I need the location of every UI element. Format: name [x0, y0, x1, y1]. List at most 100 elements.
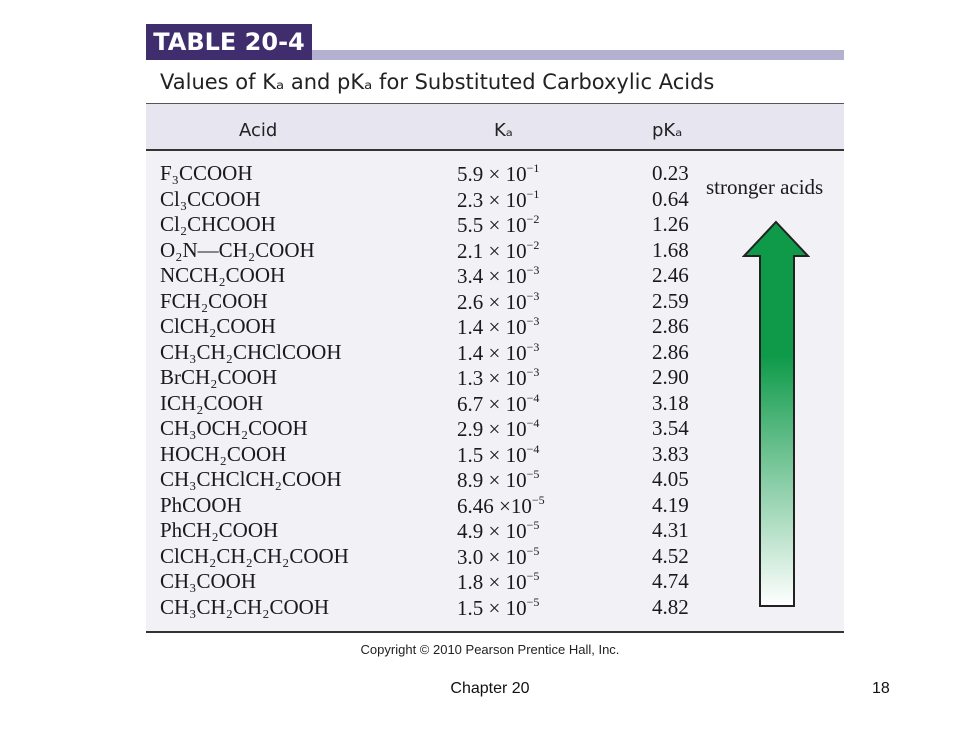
ka-cell: 3.4 × 10−3 [457, 263, 539, 289]
ka-cell: 5.5 × 10−2 [457, 212, 539, 238]
header-acid: Acid [239, 120, 278, 141]
ka-mantissa: 2.1 × 10 [457, 238, 527, 263]
ka-exponent: −5 [526, 594, 540, 609]
pka-cell: 4.74 [652, 569, 689, 593]
ka-mantissa: 4.9 × 10 [457, 519, 527, 543]
ka-cell: 1.4 × 10−3 [457, 314, 539, 340]
ka-mantissa: 8.9 × 10 [457, 468, 527, 492]
ka-exponent: −5 [531, 492, 545, 507]
ka-mantissa: 1.4 × 10 [457, 315, 527, 339]
table-row: ClCH₂COOH 1.4 × 10−3 2.86 [0, 314, 980, 340]
table-row: NCCH₂COOH 3.4 × 10−3 2.46 [0, 263, 980, 289]
ka-cell: 1.8 × 10−5 [457, 569, 539, 595]
acid-cell: CH₃CH₂CH₂COOH [160, 594, 329, 619]
header-band [146, 104, 844, 150]
ka-cell: 2.6 × 10−3 [457, 289, 539, 315]
table-row: BrCH₂COOH 1.3 × 10−3 2.90 [0, 365, 980, 391]
table-row: CH₃CH₂CHClCOOH 1.4 × 10−3 2.86 [0, 340, 980, 366]
acid-cell: CH₃COOH [160, 569, 256, 593]
table-row: CH₃CHClCH₂COOH 8.9 × 10−5 4.05 [0, 467, 980, 493]
table-row: Cl₂CHCOOH 5.5 × 10−2 1.26 [0, 212, 980, 238]
header-divider [146, 149, 844, 151]
tag-bar [312, 50, 844, 60]
acid-cell: CH₃OCH₂COOH [160, 416, 308, 440]
pka-cell: 0.64 [652, 186, 689, 211]
ka-mantissa: 1.4 × 10 [457, 340, 527, 365]
ka-mantissa: 3.4 × 10 [457, 264, 527, 288]
table-row: CH₃OCH₂COOH 2.9 × 10−4 3.54 [0, 416, 980, 442]
table-row: PhCOOH 6.46 ×10−5 4.19 [0, 493, 980, 519]
ka-exponent: −3 [526, 263, 540, 277]
ka-mantissa: 6.46 ×10 [457, 493, 532, 518]
ka-cell: 2.1 × 10−2 [457, 238, 539, 264]
ka-exponent: −5 [526, 543, 540, 558]
ka-cell: 4.9 × 10−5 [457, 518, 539, 544]
acid-cell: ClCH₂CH₂CH₂COOH [160, 543, 349, 568]
ka-cell: 1.5 × 10−4 [457, 442, 539, 468]
ka-cell: 6.46 ×10−5 [457, 493, 545, 519]
table-row: CH₃COOH 1.8 × 10−5 4.74 [0, 569, 980, 595]
table-row: FCH₂COOH 2.6 × 10−3 2.59 [0, 289, 980, 315]
acid-cell: NCCH₂COOH [160, 263, 286, 287]
ka-mantissa: 6.7 × 10 [457, 391, 527, 416]
ka-cell: 2.3 × 10−1 [457, 187, 539, 213]
acid-cell: FCH₂COOH [160, 288, 268, 313]
ka-cell: 8.9 × 10−5 [457, 467, 539, 493]
acid-cell: ICH₂COOH [160, 390, 263, 415]
page-number: 18 [872, 680, 890, 697]
stronger-acids-label: stronger acids [706, 175, 824, 199]
table-title: Values of Kₐ and pKₐ for Substituted Car… [160, 70, 715, 94]
pka-cell: 4.52 [652, 543, 689, 568]
acid-cell: ClCH₂COOH [160, 314, 276, 338]
ka-mantissa: 2.9 × 10 [457, 417, 527, 441]
ka-exponent: −1 [526, 161, 540, 175]
ka-exponent: −4 [526, 416, 540, 430]
header-ka: Kₐ [494, 120, 513, 141]
ka-cell: 1.4 × 10−3 [457, 340, 539, 366]
ka-cell: 3.0 × 10−5 [457, 544, 539, 570]
pka-cell: 3.83 [652, 441, 689, 466]
acid-cell: O₂N—CH₂COOH [160, 237, 315, 262]
ka-mantissa: 2.3 × 10 [457, 187, 527, 212]
pka-cell: 0.23 [652, 161, 689, 185]
pka-cell: 2.86 [652, 314, 689, 338]
ka-mantissa: 1.8 × 10 [457, 570, 527, 594]
table-body [146, 151, 844, 631]
table-row: O₂N—CH₂COOH 2.1 × 10−2 1.68 [0, 238, 980, 264]
arrow-up-icon [742, 220, 810, 607]
acid-cell: Cl₃CCOOH [160, 186, 261, 211]
ka-mantissa: 1.5 × 10 [457, 442, 527, 467]
ka-exponent: −5 [526, 569, 540, 583]
table-row: Cl₃CCOOH 2.3 × 10−1 0.64 [0, 187, 980, 213]
table-row: CH₃CH₂CH₂COOH 1.5 × 10−5 4.82 [0, 595, 980, 621]
ka-mantissa: 3.0 × 10 [457, 544, 527, 569]
ka-cell: 2.9 × 10−4 [457, 416, 539, 442]
pka-cell: 4.05 [652, 467, 689, 491]
ka-mantissa: 5.5 × 10 [457, 213, 527, 237]
ka-exponent: −2 [526, 237, 540, 252]
header-pka: pKₐ [652, 120, 683, 141]
ka-exponent: −4 [526, 441, 540, 456]
table-row: F₃CCOOH 5.9 × 10−1 0.23 [0, 161, 980, 187]
pka-cell: 4.19 [652, 492, 689, 517]
ka-mantissa: 1.5 × 10 [457, 595, 527, 620]
ka-exponent: −3 [526, 314, 540, 328]
acid-cell: BrCH₂COOH [160, 365, 277, 389]
acid-cell: CH₃CHClCH₂COOH [160, 467, 342, 491]
ka-cell: 5.9 × 10−1 [457, 161, 539, 187]
table-tag: TABLE 20-4 [146, 24, 312, 60]
title-divider [146, 103, 844, 104]
acid-cell: PhCOOH [160, 492, 242, 517]
chapter-label: Chapter 20 [450, 680, 530, 697]
acid-cell: F₃CCOOH [160, 161, 253, 185]
pka-cell: 3.18 [652, 390, 689, 415]
ka-cell: 1.5 × 10−5 [457, 595, 539, 621]
ka-mantissa: 5.9 × 10 [457, 162, 527, 186]
pka-cell: 1.68 [652, 237, 689, 262]
pka-cell: 2.86 [652, 339, 689, 364]
pka-cell: 3.54 [652, 416, 689, 440]
table-row: ClCH₂CH₂CH₂COOH 3.0 × 10−5 4.52 [0, 544, 980, 570]
ka-cell: 1.3 × 10−3 [457, 365, 539, 391]
ka-exponent: −3 [526, 288, 540, 303]
pka-cell: 4.31 [652, 518, 689, 542]
